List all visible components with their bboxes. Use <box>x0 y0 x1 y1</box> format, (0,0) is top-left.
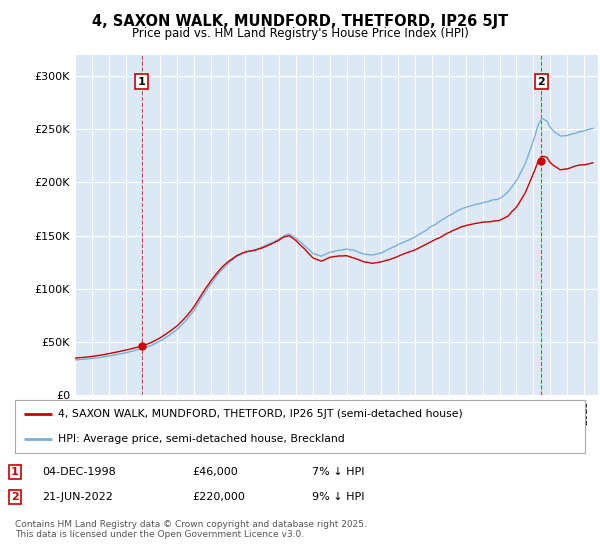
Text: 2: 2 <box>11 492 19 502</box>
Text: 4, SAXON WALK, MUNDFORD, THETFORD, IP26 5JT (semi-detached house): 4, SAXON WALK, MUNDFORD, THETFORD, IP26 … <box>58 409 463 419</box>
Text: 7% ↓ HPI: 7% ↓ HPI <box>312 467 365 477</box>
Text: 1: 1 <box>11 467 19 477</box>
Text: 21-JUN-2022: 21-JUN-2022 <box>42 492 113 502</box>
Text: 4, SAXON WALK, MUNDFORD, THETFORD, IP26 5JT: 4, SAXON WALK, MUNDFORD, THETFORD, IP26 … <box>92 14 508 29</box>
Text: Price paid vs. HM Land Registry's House Price Index (HPI): Price paid vs. HM Land Registry's House … <box>131 27 469 40</box>
Text: 1: 1 <box>137 77 145 87</box>
Text: £46,000: £46,000 <box>192 467 238 477</box>
Text: 2: 2 <box>538 77 545 87</box>
Text: 9% ↓ HPI: 9% ↓ HPI <box>312 492 365 502</box>
Text: £220,000: £220,000 <box>192 492 245 502</box>
Text: HPI: Average price, semi-detached house, Breckland: HPI: Average price, semi-detached house,… <box>58 433 344 444</box>
Text: Contains HM Land Registry data © Crown copyright and database right 2025.
This d: Contains HM Land Registry data © Crown c… <box>15 520 367 539</box>
Text: 04-DEC-1998: 04-DEC-1998 <box>42 467 116 477</box>
